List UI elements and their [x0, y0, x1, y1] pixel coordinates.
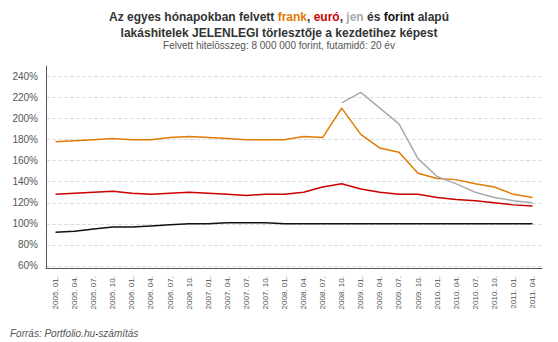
svg-text:180%: 180% — [12, 134, 38, 145]
svg-text:Felvett hitelösszeg: 8 000 000: Felvett hitelösszeg: 8 000 000 forint, f… — [163, 40, 395, 51]
svg-text:140%: 140% — [12, 176, 38, 187]
svg-text:Az egyes hónapokban felvett: Az egyes hónapokban felvett — [109, 10, 278, 24]
svg-text:2009. 10.: 2009. 10. — [414, 276, 423, 309]
svg-text:2007. 04.: 2007. 04. — [223, 276, 232, 309]
svg-text:2011. 01.: 2011. 01. — [509, 276, 518, 309]
svg-text:60%: 60% — [18, 260, 38, 271]
svg-text:200%: 200% — [12, 113, 38, 124]
svg-text:2005. 04.: 2005. 04. — [70, 276, 79, 309]
svg-text:220%: 220% — [12, 92, 38, 103]
svg-text:2009. 04.: 2009. 04. — [375, 276, 384, 309]
svg-text:2008. 01.: 2008. 01. — [280, 276, 289, 309]
svg-text:2007. 01.: 2007. 01. — [204, 276, 213, 309]
svg-text:2007. 07.: 2007. 07. — [242, 276, 251, 309]
svg-text:2006. 01.: 2006. 01. — [127, 276, 136, 309]
svg-text:2008. 07.: 2008. 07. — [318, 276, 327, 309]
svg-text:2010. 10.: 2010. 10. — [490, 276, 499, 309]
svg-text:frank: frank — [278, 10, 308, 24]
svg-text:240%: 240% — [12, 71, 38, 82]
svg-text:lakáshitelek JELENLEGI törlesz: lakáshitelek JELENLEGI törlesztője a kez… — [121, 26, 438, 40]
svg-text:2008. 04.: 2008. 04. — [299, 276, 308, 309]
svg-text:2006. 07.: 2006. 07. — [166, 276, 175, 309]
svg-text:100%: 100% — [12, 218, 38, 229]
svg-text:Forrás: Portfolio.hu-számítás: Forrás: Portfolio.hu-számítás — [10, 328, 138, 339]
svg-text:2010. 04.: 2010. 04. — [452, 276, 461, 309]
svg-text:2009. 01.: 2009. 01. — [356, 276, 365, 309]
svg-text:2010. 01.: 2010. 01. — [433, 276, 442, 309]
svg-text:160%: 160% — [12, 155, 38, 166]
svg-text:120%: 120% — [12, 197, 38, 208]
svg-text:2007. 10.: 2007. 10. — [261, 276, 270, 309]
svg-text:2005. 01.: 2005. 01. — [51, 276, 60, 309]
svg-text:2006. 10.: 2006. 10. — [185, 276, 194, 309]
svg-text:euró: euró — [314, 10, 340, 24]
svg-text:2008. 10.: 2008. 10. — [337, 276, 346, 309]
svg-text:2011. 04.: 2011. 04. — [528, 276, 537, 309]
svg-text:,: , — [340, 10, 347, 24]
svg-text:2009. 07.: 2009. 07. — [394, 276, 403, 309]
svg-text:jen: jen — [345, 10, 363, 24]
svg-text:2005. 07.: 2005. 07. — [89, 276, 98, 309]
svg-text:2006. 04.: 2006. 04. — [146, 276, 155, 309]
svg-text:2005. 10.: 2005. 10. — [108, 276, 117, 309]
svg-text:,: , — [307, 10, 314, 24]
svg-text:és: és — [364, 10, 384, 24]
svg-text:alapú: alapú — [414, 10, 449, 24]
svg-text:2010. 07.: 2010. 07. — [471, 276, 480, 309]
svg-text:80%: 80% — [18, 239, 38, 250]
svg-text:forint: forint — [384, 10, 415, 24]
